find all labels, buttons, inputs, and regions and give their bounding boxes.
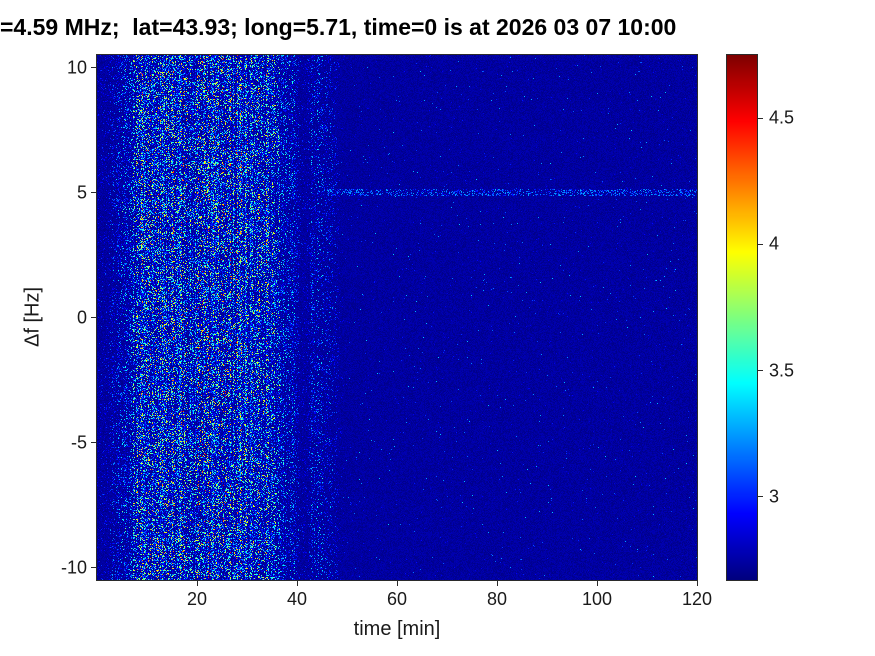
x-tick-label: 20 bbox=[186, 589, 208, 609]
y-tick-mark bbox=[91, 317, 96, 318]
chart-title: =4.59 MHz; lat=43.93; long=5.71, time=0 … bbox=[0, 14, 677, 40]
x-tick-label: 60 bbox=[386, 589, 408, 609]
x-tick-label: 40 bbox=[286, 589, 308, 609]
y-tick-label: -10 bbox=[60, 557, 87, 577]
y-axis-label: Δf [Hz] bbox=[21, 286, 44, 348]
y-tick-label: -5 bbox=[70, 432, 87, 452]
y-tick-label: 5 bbox=[76, 182, 87, 202]
y-tick-mark bbox=[91, 567, 96, 568]
colorbar-tick-label: 4.5 bbox=[769, 107, 795, 128]
y-tick-label: 10 bbox=[66, 57, 87, 77]
y-tick-mark bbox=[91, 442, 96, 443]
y-tick-label: 0 bbox=[76, 307, 87, 327]
colorbar-tick-mark bbox=[758, 243, 763, 245]
colorbar-tick-mark bbox=[758, 496, 763, 498]
colorbar-tick-mark bbox=[758, 370, 763, 371]
x-tick-label: 80 bbox=[486, 589, 508, 609]
x-tick-mark bbox=[396, 581, 398, 586]
x-tick-mark bbox=[596, 581, 598, 586]
x-tick-mark bbox=[496, 581, 498, 586]
y-tick-mark bbox=[91, 67, 96, 68]
x-tick-label: 100 bbox=[581, 589, 613, 609]
x-axis-label: time [min] bbox=[353, 618, 441, 640]
x-tick-mark bbox=[196, 581, 198, 586]
colorbar-tick-mark bbox=[758, 117, 763, 119]
colorbar-tick-label: 3 bbox=[769, 486, 780, 507]
colorbar-tick-label: 3.5 bbox=[769, 360, 795, 380]
x-tick-mark bbox=[696, 581, 698, 586]
x-tick-mark bbox=[296, 581, 298, 586]
heatmap-canvas bbox=[96, 54, 698, 581]
colorbar-tick-label: 4 bbox=[769, 233, 780, 254]
y-tick-mark bbox=[91, 192, 96, 193]
x-tick-label: 120 bbox=[681, 589, 713, 609]
colorbar-gradient bbox=[726, 54, 758, 581]
